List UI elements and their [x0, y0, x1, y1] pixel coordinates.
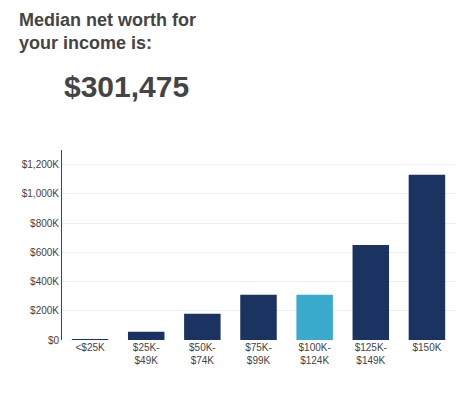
svg-text:$75K-$99K: $75K-$99K	[245, 342, 272, 366]
svg-text:$150K: $150K	[412, 342, 441, 353]
svg-text:$1,200K: $1,200K	[22, 159, 60, 170]
svg-text:Median net worth foryour incom: Median net worth foryour income is:	[19, 10, 196, 53]
svg-text:$600K: $600K	[30, 247, 59, 258]
svg-text:$25K-$49K: $25K-$49K	[133, 342, 160, 366]
svg-text:$1,000K: $1,000K	[22, 188, 60, 199]
svg-text:$400K: $400K	[30, 276, 59, 287]
svg-text:$125K-$149K: $125K-$149K	[355, 342, 387, 366]
svg-text:<$25K: <$25K	[75, 342, 105, 353]
svg-text:$800K: $800K	[30, 218, 59, 229]
svg-text:$200K: $200K	[30, 305, 59, 316]
svg-text:$100K-$124K: $100K-$124K	[299, 342, 331, 366]
svg-text:$50K-$74K: $50K-$74K	[189, 342, 216, 366]
svg-text:$0: $0	[48, 335, 60, 346]
svg-text:$301,475: $301,475	[64, 70, 189, 103]
